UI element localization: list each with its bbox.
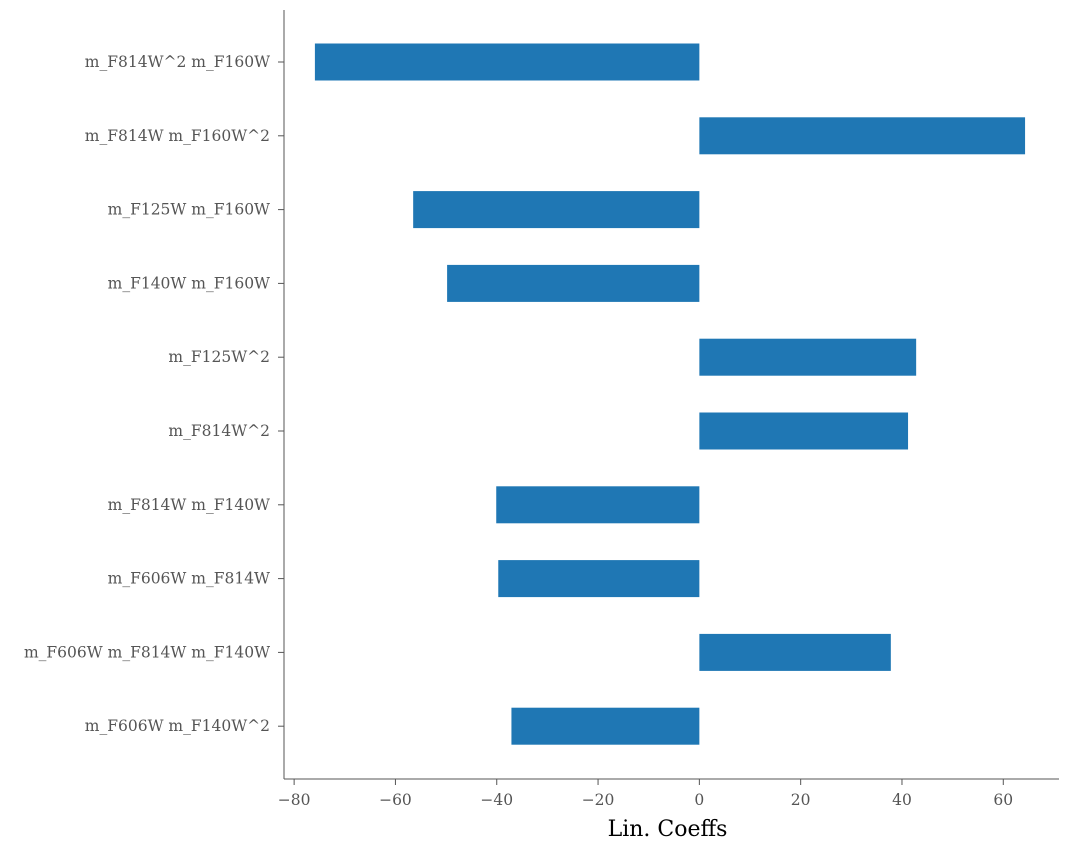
x-tick-label: 40 xyxy=(892,791,912,809)
y-tick-label: m_F814W m_F160W^2 xyxy=(85,127,270,145)
x-tick-label: 20 xyxy=(791,791,811,809)
y-tick-label: m_F606W m_F814W m_F140W xyxy=(24,643,270,661)
bar xyxy=(496,486,700,524)
bar xyxy=(413,191,700,229)
bar xyxy=(699,633,891,671)
bar xyxy=(699,412,909,450)
bar xyxy=(699,338,917,376)
y-tick-label: m_F125W m_F160W xyxy=(108,201,270,219)
x-axis-title: Lin. Coeffs xyxy=(608,817,728,842)
x-tick-label: 0 xyxy=(694,791,704,809)
bar xyxy=(699,117,1026,155)
y-tick-label: m_F125W^2 xyxy=(168,348,270,366)
y-tick-label: m_F814W m_F140W xyxy=(108,496,270,514)
bar xyxy=(447,264,700,302)
x-tick-label: −60 xyxy=(379,791,412,809)
bar xyxy=(314,43,700,81)
x-tick-label: 60 xyxy=(993,791,1013,809)
x-tick-label: −20 xyxy=(582,791,615,809)
y-axis-ticks: m_F814W^2 m_F160W m_F814W m_F160W^2 m_F125… xyxy=(24,53,284,735)
y-tick-label: m_F814W^2 m_F160W xyxy=(85,53,270,71)
bars-group xyxy=(314,43,1026,745)
y-tick-label: m_F814W^2 xyxy=(168,422,270,440)
y-tick-label: m_F606W m_F814W xyxy=(108,570,270,588)
x-tick-label: −40 xyxy=(480,791,513,809)
x-axis-ticks: −80 −60 −40 −20 0 20 40 60 xyxy=(278,779,1013,809)
x-tick-label: −80 xyxy=(278,791,311,809)
bar xyxy=(498,560,700,598)
y-tick-label: m_F606W m_F140W^2 xyxy=(85,717,270,735)
bar xyxy=(511,707,700,745)
y-tick-label: m_F140W m_F160W xyxy=(108,274,270,292)
